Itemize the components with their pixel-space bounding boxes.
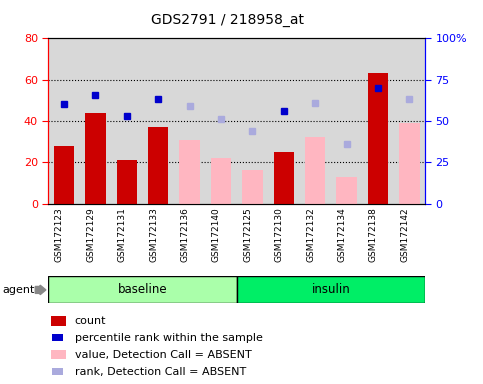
Bar: [237, 276, 425, 303]
Text: GSM172138: GSM172138: [369, 207, 378, 262]
Text: baseline: baseline: [118, 283, 167, 296]
Text: GSM172131: GSM172131: [118, 207, 127, 262]
Text: count: count: [75, 316, 106, 326]
Text: GSM172130: GSM172130: [275, 207, 284, 262]
Text: GSM172132: GSM172132: [306, 207, 315, 262]
Bar: [368, 73, 388, 204]
Bar: [148, 127, 169, 204]
Text: GSM172142: GSM172142: [400, 207, 410, 262]
Bar: [211, 158, 231, 204]
Text: percentile rank within the sample: percentile rank within the sample: [75, 333, 263, 343]
Bar: [336, 177, 357, 204]
Bar: [116, 160, 137, 204]
Bar: [48, 276, 237, 303]
Bar: [54, 146, 74, 204]
Text: GSM172125: GSM172125: [243, 207, 252, 262]
Bar: [242, 170, 263, 204]
Text: GSM172123: GSM172123: [55, 207, 64, 262]
Bar: [85, 113, 106, 204]
Bar: [399, 123, 420, 204]
Text: insulin: insulin: [312, 283, 350, 296]
Text: GSM172136: GSM172136: [181, 207, 189, 262]
Text: GSM172134: GSM172134: [338, 207, 346, 262]
Bar: [273, 152, 294, 204]
Text: agent: agent: [2, 285, 35, 295]
Text: GDS2791 / 218958_at: GDS2791 / 218958_at: [151, 13, 303, 27]
Text: rank, Detection Call = ABSENT: rank, Detection Call = ABSENT: [75, 367, 246, 377]
Text: value, Detection Call = ABSENT: value, Detection Call = ABSENT: [75, 350, 252, 360]
Text: GSM172129: GSM172129: [86, 207, 96, 262]
Bar: [179, 139, 200, 204]
Text: GSM172140: GSM172140: [212, 207, 221, 262]
Text: GSM172133: GSM172133: [149, 207, 158, 262]
Bar: [305, 137, 326, 204]
